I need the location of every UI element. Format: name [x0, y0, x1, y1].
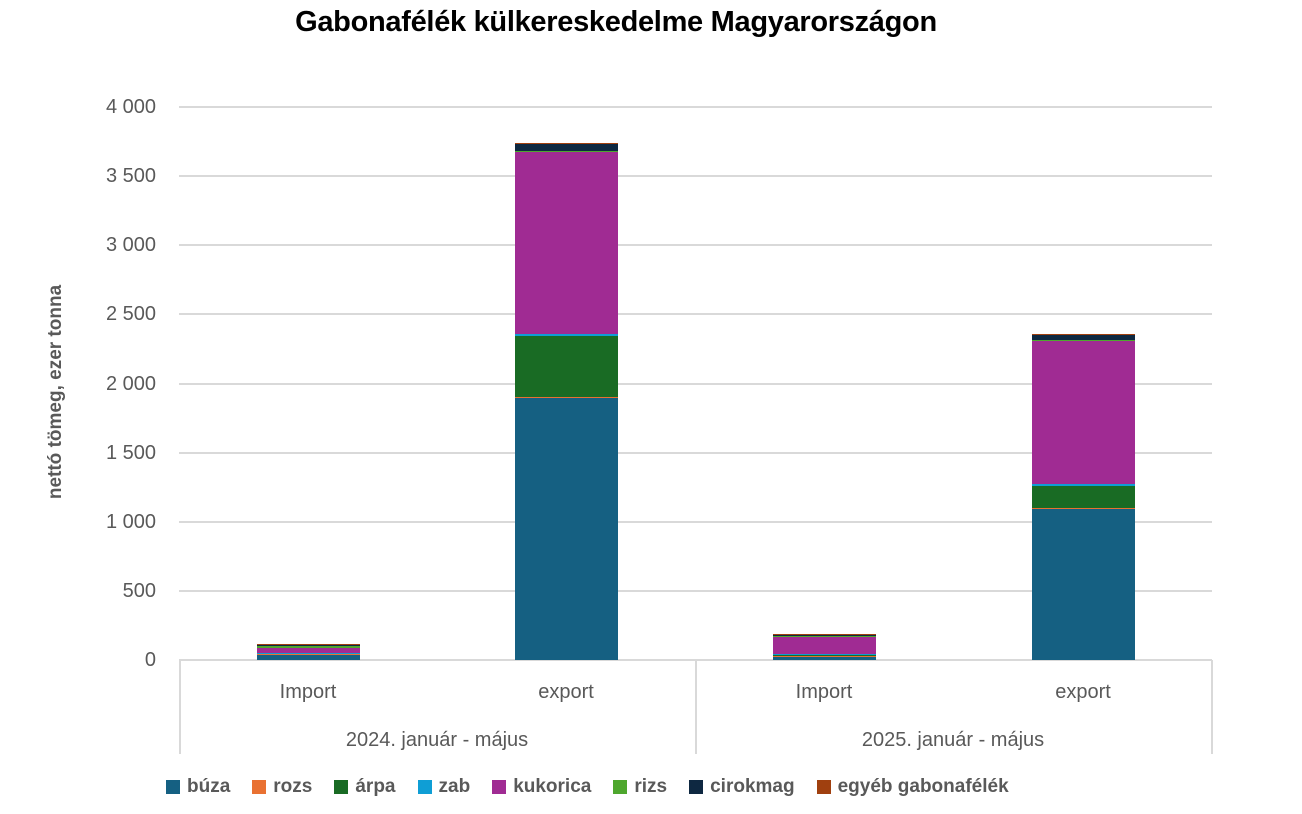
bar-segment-búza — [256, 654, 360, 660]
legend-item: búza — [166, 776, 230, 798]
bar-segment-búza — [772, 655, 876, 660]
gridline — [179, 244, 1212, 247]
bar-segment-búza — [514, 397, 618, 660]
gridline — [179, 589, 1212, 592]
x-category-label: Import — [279, 681, 337, 703]
bar-segment-egyéb-gabonafélék — [772, 634, 876, 635]
legend-swatch-icon — [166, 780, 180, 794]
legend-swatch-icon — [334, 780, 349, 794]
legend-item: rizs — [613, 776, 667, 798]
bar-segment-rizs — [514, 151, 618, 152]
x-category-label: export — [1055, 681, 1111, 703]
bar-segment-rizs — [772, 634, 876, 638]
bar-segment-kukorica — [514, 151, 618, 334]
bar-segment-búza — [1031, 507, 1135, 660]
x-group-label: 2024. január - május — [345, 729, 529, 751]
stacked-bar — [514, 0, 618, 814]
gridline — [179, 175, 1212, 178]
bar-segment-árpa — [256, 653, 360, 655]
legend-item: zab — [417, 776, 471, 798]
legend-label: kukorica — [513, 776, 592, 797]
legend-swatch-icon — [252, 780, 267, 794]
y-tick-label: 3 500 — [105, 165, 156, 188]
bar-segment-kukorica — [1031, 339, 1135, 485]
bar-segment-egyéb-gabonafélék — [514, 142, 618, 145]
legend-swatch-icon — [417, 780, 432, 794]
bar-segment-egyéb-gabonafélék — [1031, 333, 1135, 336]
gridline — [179, 520, 1212, 523]
y-tick-label: 500 — [122, 579, 156, 602]
y-tick-label: 2 000 — [105, 372, 156, 395]
legend-label: zab — [438, 776, 471, 797]
legend-item: cirokmag — [689, 776, 795, 798]
legend: búza rozs árpa zab kukorica rizs cirokmag egyéb… — [166, 776, 1031, 798]
bar-segment-árpa — [514, 336, 618, 397]
legend-label: árpa — [355, 776, 396, 797]
bar-segment-zab — [1031, 484, 1135, 486]
legend-swatch-icon — [689, 780, 704, 794]
legend-swatch-icon — [613, 780, 628, 794]
legend-swatch-icon — [492, 780, 507, 794]
y-tick-label: 3 000 — [105, 234, 156, 257]
bar-segment-cirokmag — [514, 144, 618, 152]
legend-swatch-icon — [816, 780, 831, 794]
x-group-label: 2025. január - május — [861, 729, 1045, 751]
bar-segment-árpa — [772, 654, 876, 656]
legend-label: cirokmag — [710, 776, 795, 797]
bar-segment-kukorica — [256, 648, 360, 653]
legend-label: búza — [187, 776, 231, 797]
x-category-label: export — [538, 681, 594, 703]
stacked-bar — [256, 0, 360, 814]
bar-segment-rizs — [256, 645, 360, 649]
gridline — [179, 451, 1212, 454]
y-tick-label: 1 500 — [105, 441, 156, 464]
bar-segment-cirokmag — [1031, 335, 1135, 340]
y-tick-label: 4 000 — [105, 96, 156, 118]
legend-item: kukorica — [492, 776, 591, 798]
category-divider — [695, 660, 697, 754]
x-category-label: Import — [795, 681, 853, 703]
gridline — [179, 106, 1212, 108]
legend-item: árpa — [334, 776, 396, 798]
y-tick-label: 2 500 — [105, 303, 156, 326]
bar-segment-egyéb-gabonafélék — [256, 643, 360, 645]
legend-label: rozs — [273, 776, 313, 797]
bar-segment-árpa — [1031, 485, 1135, 508]
legend-label: rizs — [634, 776, 668, 797]
y-tick-label: 0 — [144, 649, 156, 671]
legend-item: rozs — [252, 776, 312, 798]
category-divider — [1211, 660, 1213, 754]
stacked-bar — [772, 0, 876, 814]
category-divider — [179, 660, 181, 754]
chart-title: Gabonafélék külkereskedelme Magyarország… — [295, 6, 937, 38]
legend-item: egyéb gabonafélék — [816, 776, 1009, 798]
bar-segment-zab — [514, 334, 618, 337]
gridline — [179, 313, 1212, 316]
stacked-bar — [1031, 0, 1135, 814]
y-tick-label: 1 000 — [105, 510, 156, 533]
bar-segment-kukorica — [772, 637, 876, 655]
legend-label: egyéb gabonafélék — [837, 776, 1009, 797]
gridline — [179, 382, 1212, 385]
